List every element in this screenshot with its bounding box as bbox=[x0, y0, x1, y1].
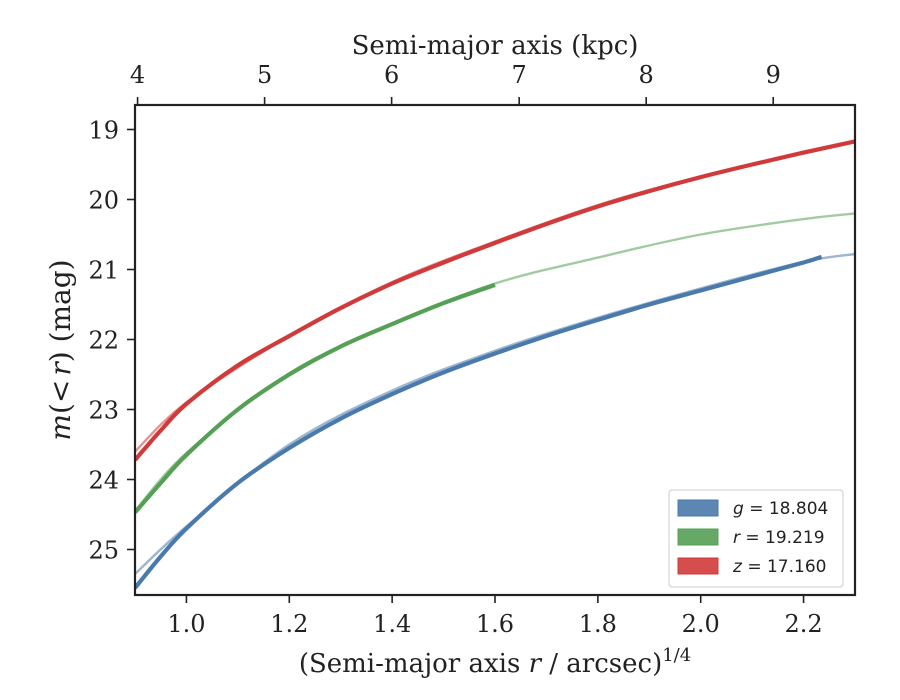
y-tick-label: 25 bbox=[88, 537, 119, 565]
top-x-tick-label: 9 bbox=[766, 61, 781, 89]
profile-curve-z bbox=[135, 139, 855, 462]
profile-curve-g bbox=[135, 254, 823, 590]
top-x-tick-label: 4 bbox=[130, 61, 145, 89]
legend: g = 18.804 r = 19.219 z = 17.160 bbox=[668, 489, 844, 588]
x-tick-label: 2.0 bbox=[682, 610, 720, 638]
series-layer bbox=[135, 139, 855, 590]
y-tick-label: 24 bbox=[88, 467, 119, 495]
top-x-tick-label: 5 bbox=[257, 61, 272, 89]
y-tick-label: 21 bbox=[88, 257, 119, 285]
y-axis-title: m(<r) (mag) bbox=[44, 259, 77, 440]
top-x-tick-label: 6 bbox=[384, 61, 399, 89]
top-x-tick-label: 8 bbox=[639, 61, 654, 89]
legend-label-r: r = 19.219 bbox=[733, 528, 825, 548]
x-tick-label: 2.2 bbox=[784, 610, 822, 638]
legend-swatch-r bbox=[677, 528, 719, 546]
x-tick-label: 1.2 bbox=[270, 610, 308, 638]
x-tick-label: 1.0 bbox=[167, 610, 205, 638]
x-tick-label: 1.8 bbox=[579, 610, 617, 638]
y-tick-label: 22 bbox=[88, 327, 119, 355]
y-tick-label: 23 bbox=[88, 397, 119, 425]
legend-label-g: g = 18.804 bbox=[733, 499, 828, 519]
legend-swatch-z bbox=[677, 557, 719, 575]
top-axis-title: Semi-major axis (kpc) bbox=[352, 31, 639, 61]
x-axis-title: (Semi-major axis r / arcsec)1/4 bbox=[299, 645, 691, 679]
top-x-tick-label: 7 bbox=[512, 61, 527, 89]
axes-layer: 1.0 1.2 1.4 1.6 1.8 2.0 2.2 19 20 21 22 23 24 25 4 5 6 7 8… bbox=[88, 61, 857, 638]
legend-swatch-g bbox=[677, 499, 719, 517]
profile-curve-r bbox=[135, 282, 496, 514]
x-tick-label: 1.4 bbox=[373, 610, 411, 638]
legend-label-z: z = 17.160 bbox=[732, 557, 826, 577]
y-tick-label: 19 bbox=[88, 117, 119, 145]
x-tick-label: 1.6 bbox=[476, 610, 514, 638]
y-tick-label: 20 bbox=[88, 187, 119, 215]
